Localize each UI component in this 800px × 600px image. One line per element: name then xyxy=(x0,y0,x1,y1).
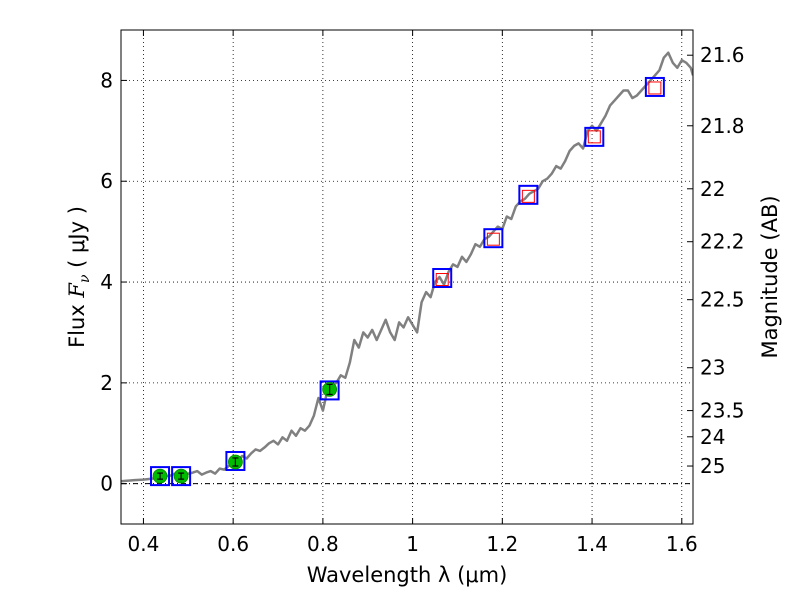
y-tick-label: 0 xyxy=(100,472,113,496)
photometry-square xyxy=(225,450,246,471)
y-tick-label: 2 xyxy=(100,371,113,395)
x-tick-label: 1 xyxy=(406,532,419,556)
magnitude-axis: 21.6 21.8 22 22.2 22.5 23 23.524 25 xyxy=(687,43,745,478)
y-tick-label: 6 xyxy=(100,169,113,193)
photometry-square xyxy=(644,76,665,97)
x-tick-label: 1.4 xyxy=(576,532,608,556)
magnitude-tick-label: 25 xyxy=(700,454,725,478)
magnitude-tick-label: 21.6 xyxy=(700,43,745,67)
photometry-square xyxy=(171,466,192,487)
x-axis-label: Wavelength λ (μm) xyxy=(307,563,508,587)
x-tick-label: 0.6 xyxy=(217,532,249,556)
model-flux-square xyxy=(521,189,535,203)
y-tick-label: 4 xyxy=(100,270,113,294)
x-tick-label: 1.2 xyxy=(486,532,518,556)
photometry-square xyxy=(584,126,605,147)
magnitude-tick-label: 23 xyxy=(700,356,725,380)
y-axis-label: Flux Fν ( μJy ) xyxy=(65,206,93,348)
y-axis-label-prefix: Flux xyxy=(65,298,89,348)
photometry-square xyxy=(432,268,453,289)
photometry-square xyxy=(518,184,539,205)
model-flux-square xyxy=(435,273,449,287)
magnitude-tick-label: 22.5 xyxy=(700,288,745,312)
photometry-square xyxy=(150,466,171,487)
model-flux-square xyxy=(648,81,662,95)
magnitude-tick-label: 22 xyxy=(700,177,725,201)
y-axis-label-symbol: F xyxy=(65,282,89,299)
plot-frame xyxy=(120,29,694,525)
y-axis-label-subscript: ν xyxy=(77,274,93,283)
y-tick-label: 8 xyxy=(100,68,113,92)
model-spectrum-line xyxy=(121,51,693,483)
x-tick-label: 1.6 xyxy=(666,532,698,556)
x-tick-label: 0.8 xyxy=(307,532,339,556)
magnitude-axis-label: Magnitude (AB) xyxy=(758,195,782,358)
model-flux-square xyxy=(486,232,500,246)
photometry-square xyxy=(483,228,504,249)
magnitude-tick-label: 23.5 xyxy=(700,399,745,423)
y-axis: 0 2 4 6 8 xyxy=(100,68,127,496)
x-axis: 0.4 0.6 0.8 1 1.2 1.4 1.6 xyxy=(128,30,698,556)
grid-lines xyxy=(121,30,693,524)
photometry-square xyxy=(319,380,340,401)
photometry-marks xyxy=(150,76,665,487)
model-flux-square xyxy=(587,130,601,144)
magnitude-tick-label: 22.2 xyxy=(700,230,745,254)
x-tick-label: 0.4 xyxy=(128,532,160,556)
magnitude-tick-label: 21.8 xyxy=(700,114,745,138)
magnitude-tick-label: 24 xyxy=(700,425,725,449)
y-axis-label-units: ( μJy ) xyxy=(65,206,89,274)
